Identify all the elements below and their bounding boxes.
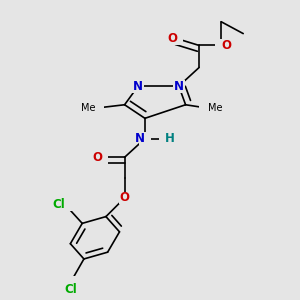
FancyBboxPatch shape	[97, 151, 109, 164]
FancyBboxPatch shape	[159, 132, 171, 145]
FancyBboxPatch shape	[119, 191, 130, 204]
Text: Cl: Cl	[52, 198, 65, 211]
FancyBboxPatch shape	[87, 102, 104, 115]
FancyBboxPatch shape	[215, 39, 227, 52]
Text: N: N	[133, 80, 143, 93]
FancyBboxPatch shape	[171, 32, 183, 45]
Text: N: N	[174, 80, 184, 93]
Text: N: N	[135, 132, 145, 145]
FancyBboxPatch shape	[62, 276, 79, 289]
Text: H: H	[165, 132, 175, 145]
FancyBboxPatch shape	[199, 102, 216, 115]
Text: O: O	[167, 32, 177, 45]
Text: Me: Me	[81, 103, 96, 113]
Text: Me: Me	[208, 103, 222, 113]
Text: O: O	[221, 39, 231, 52]
FancyBboxPatch shape	[57, 198, 74, 211]
FancyBboxPatch shape	[173, 80, 185, 93]
Text: O: O	[93, 151, 103, 164]
FancyBboxPatch shape	[132, 80, 144, 93]
Text: Cl: Cl	[64, 283, 77, 296]
Text: O: O	[120, 191, 130, 205]
FancyBboxPatch shape	[139, 132, 151, 145]
